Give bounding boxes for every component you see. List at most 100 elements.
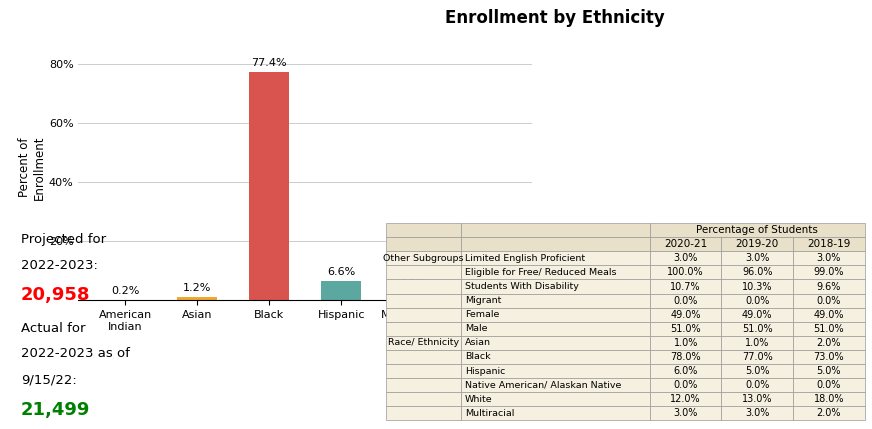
Bar <box>386 266 461 279</box>
Bar <box>650 322 721 336</box>
Bar <box>794 237 865 251</box>
Bar <box>721 336 794 350</box>
Text: 10.3%: 10.3% <box>742 281 773 292</box>
Text: White: White <box>465 395 493 404</box>
Text: Students With Disability: Students With Disability <box>465 282 579 291</box>
Bar <box>461 378 650 392</box>
Text: 3.0%: 3.0% <box>673 253 698 263</box>
Text: 6.6%: 6.6% <box>327 267 355 277</box>
Text: 0.0%: 0.0% <box>817 296 841 305</box>
Bar <box>721 237 794 251</box>
Text: Asian: Asian <box>465 338 491 347</box>
Text: 13.0%: 13.0% <box>742 394 773 404</box>
Bar <box>794 308 865 322</box>
Bar <box>461 350 650 364</box>
Bar <box>794 406 865 420</box>
Text: 1.0%: 1.0% <box>745 338 769 348</box>
Bar <box>650 223 865 237</box>
Text: 2.0%: 2.0% <box>817 338 841 348</box>
Y-axis label: Percent of
Enrollment: Percent of Enrollment <box>18 135 46 199</box>
Bar <box>461 293 650 308</box>
Bar <box>386 322 461 336</box>
Text: 21,499: 21,499 <box>21 401 91 419</box>
Bar <box>386 279 461 293</box>
Text: 2020-21: 2020-21 <box>664 239 707 249</box>
Text: 2022-2023:: 2022-2023: <box>21 259 98 272</box>
Text: 49.0%: 49.0% <box>814 310 844 320</box>
Bar <box>461 237 650 251</box>
Bar <box>322 281 361 300</box>
Bar <box>794 392 865 406</box>
Text: 20,958: 20,958 <box>21 286 91 304</box>
Text: 1.2%: 1.2% <box>183 283 211 293</box>
Bar <box>386 392 461 406</box>
Bar <box>650 378 721 392</box>
Text: Projected for: Projected for <box>21 233 106 246</box>
Text: 77.0%: 77.0% <box>742 352 773 362</box>
Bar <box>393 290 433 300</box>
Text: 3.5%: 3.5% <box>399 276 427 287</box>
Bar <box>794 293 865 308</box>
Text: 49.0%: 49.0% <box>742 310 773 320</box>
Bar <box>794 279 865 293</box>
Bar <box>794 350 865 364</box>
Text: 51.0%: 51.0% <box>671 324 701 334</box>
Bar <box>721 322 794 336</box>
Bar <box>461 406 650 420</box>
Bar <box>721 308 794 322</box>
Bar <box>721 364 794 378</box>
Bar <box>650 308 721 322</box>
Bar <box>461 336 650 350</box>
Text: 18.0%: 18.0% <box>814 394 844 404</box>
Text: 12.0%: 12.0% <box>671 394 701 404</box>
Bar <box>721 251 794 266</box>
Text: 77.4%: 77.4% <box>251 58 287 68</box>
Text: 99.0%: 99.0% <box>814 267 844 278</box>
Text: 5.0%: 5.0% <box>817 366 841 376</box>
Bar <box>794 266 865 279</box>
Bar <box>386 378 461 392</box>
Bar <box>794 322 865 336</box>
Text: 51.0%: 51.0% <box>814 324 844 334</box>
Bar <box>386 308 461 322</box>
Bar <box>650 237 721 251</box>
Bar <box>386 350 461 364</box>
Bar <box>386 364 461 378</box>
Bar <box>461 322 650 336</box>
Bar <box>650 364 721 378</box>
Text: Eligible for Free/ Reduced Meals: Eligible for Free/ Reduced Meals <box>465 268 617 277</box>
Bar <box>461 251 650 266</box>
Bar <box>721 350 794 364</box>
Text: 5.0%: 5.0% <box>745 366 770 376</box>
Bar <box>650 392 721 406</box>
Bar <box>461 266 650 279</box>
Text: Limited English Proficient: Limited English Proficient <box>465 254 585 263</box>
Text: 10.7%: 10.7% <box>671 281 701 292</box>
Bar <box>721 293 794 308</box>
Text: Female: Female <box>465 310 500 319</box>
Text: 0.0%: 0.0% <box>673 380 698 390</box>
Text: 3.0%: 3.0% <box>745 408 769 418</box>
Bar <box>466 268 505 300</box>
Text: Native American/ Alaskan Native: Native American/ Alaskan Native <box>465 381 622 390</box>
Text: 0.0%: 0.0% <box>745 380 769 390</box>
Text: Other Subgroups: Other Subgroups <box>384 254 464 263</box>
Text: 0.2%: 0.2% <box>111 286 140 296</box>
Text: 2022-2023 as of: 2022-2023 as of <box>21 347 130 360</box>
Bar <box>650 266 721 279</box>
Text: 96.0%: 96.0% <box>742 267 773 278</box>
Text: 11.0%: 11.0% <box>467 254 503 264</box>
Text: 9.6%: 9.6% <box>817 281 841 292</box>
Text: 78.0%: 78.0% <box>671 352 701 362</box>
Text: 2019-20: 2019-20 <box>736 239 779 249</box>
Bar <box>386 251 461 266</box>
Text: 2018-19: 2018-19 <box>807 239 850 249</box>
Bar <box>794 251 865 266</box>
Bar <box>794 378 865 392</box>
Bar <box>461 392 650 406</box>
Bar <box>461 223 650 237</box>
Bar <box>650 336 721 350</box>
Bar <box>461 308 650 322</box>
Text: Black: Black <box>465 353 491 362</box>
Text: Multiracial: Multiracial <box>465 409 514 418</box>
